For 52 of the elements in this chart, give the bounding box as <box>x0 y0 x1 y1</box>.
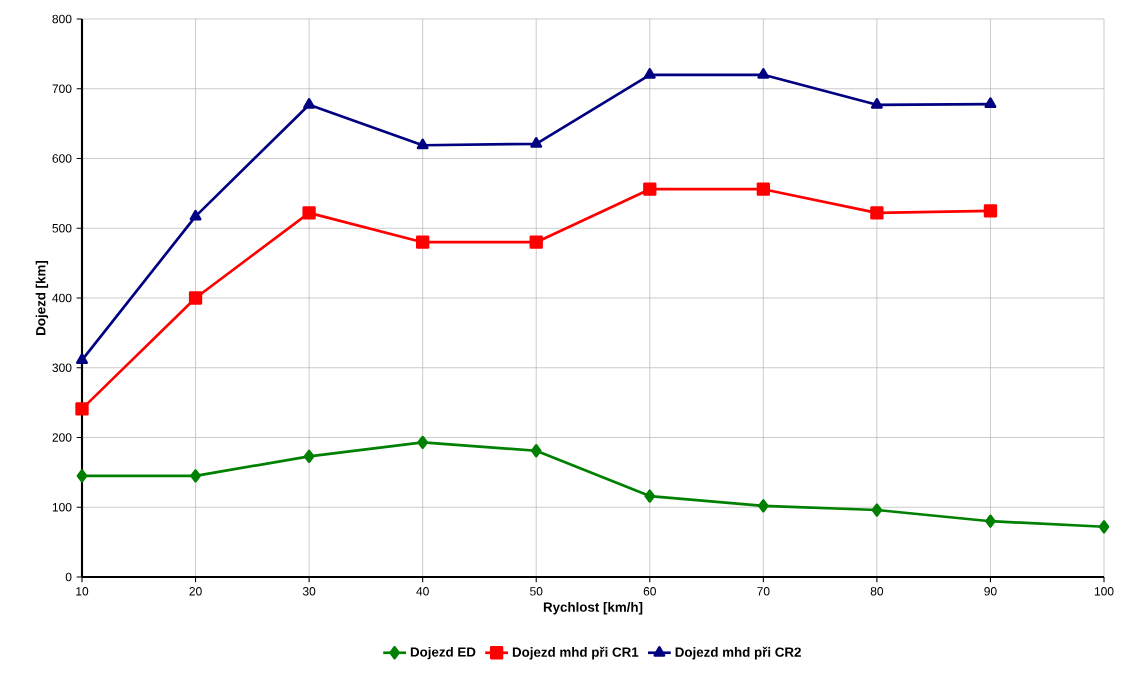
y-tick-label: 100 <box>52 503 72 512</box>
point <box>302 206 316 220</box>
point <box>984 97 997 109</box>
y-tick-label: 500 <box>52 224 72 233</box>
point <box>756 182 771 196</box>
x-tick-label: 60 <box>643 587 656 596</box>
point <box>643 68 656 79</box>
x-tick-label: 50 <box>530 587 543 596</box>
point <box>415 235 430 249</box>
x-tick-label: 100 <box>1094 587 1114 596</box>
point <box>189 209 202 221</box>
x-tick-label: 40 <box>416 587 429 596</box>
point <box>188 291 203 305</box>
point <box>530 444 542 458</box>
point <box>870 206 884 220</box>
point <box>985 514 996 528</box>
legend-label: Dojezd mhd při CR2 <box>675 646 801 660</box>
legend-label: Dojezd ED <box>410 646 476 660</box>
legend-label: Dojezd mhd při CR1 <box>512 646 639 660</box>
point <box>644 489 656 503</box>
point <box>757 68 770 79</box>
x-tick-label: 90 <box>984 587 997 596</box>
point <box>76 469 88 483</box>
point <box>76 353 88 365</box>
point <box>529 235 543 249</box>
y-axis-title: Dojezd [km] <box>35 260 49 335</box>
y-tick-label: 400 <box>52 293 72 303</box>
point <box>643 182 657 196</box>
y-tick-label: 600 <box>52 154 72 163</box>
point <box>1098 520 1110 534</box>
x-tick-label: 70 <box>757 587 770 596</box>
point <box>871 503 883 517</box>
point <box>75 402 89 416</box>
point <box>303 449 315 464</box>
y-tick-label: 0 <box>65 572 72 582</box>
x-tick-label: 80 <box>870 587 884 596</box>
y-tick-label: 300 <box>52 363 72 373</box>
point <box>983 204 998 218</box>
y-tick-label: 200 <box>52 433 72 442</box>
point <box>530 137 543 148</box>
point <box>303 98 316 109</box>
x-tick-label: 10 <box>76 587 89 596</box>
y-tick-label: 700 <box>52 84 72 94</box>
point <box>190 469 201 483</box>
x-tick-label: 30 <box>302 587 316 596</box>
y-tick-label: 800 <box>52 14 72 24</box>
x-tick-label: 20 <box>189 587 202 596</box>
point <box>757 499 769 513</box>
point <box>416 138 429 150</box>
point <box>417 435 429 450</box>
point <box>870 98 883 109</box>
x-axis-title: Rychlost [km/h] <box>543 602 643 615</box>
